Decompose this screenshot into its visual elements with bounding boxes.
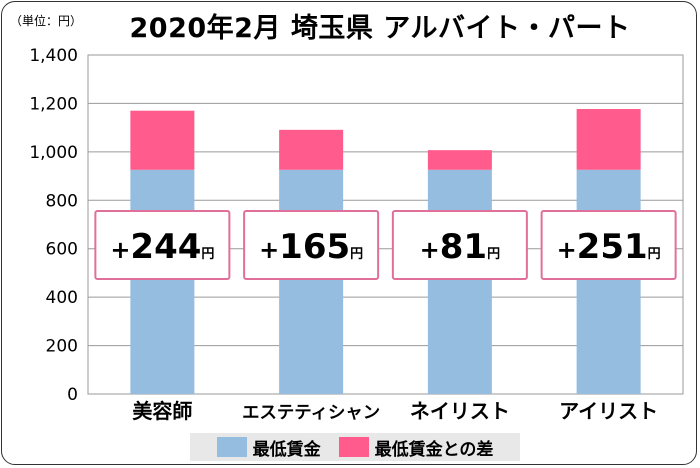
diff-label: +165円 (259, 227, 363, 267)
bar-min-wage (576, 169, 641, 394)
diff-label-unit: 円 (201, 247, 214, 262)
y-tick-label: 600 (46, 240, 78, 260)
diff-label-prefix: + (110, 236, 130, 264)
x-tick-label: アイリスト (559, 399, 658, 423)
diff-label: +244円 (110, 227, 214, 267)
x-tick-label: エステティシャン (242, 403, 380, 423)
legend-item-diff: 最低賃金との差 (338, 435, 494, 460)
diff-label-box (243, 210, 380, 280)
bar-min-wage (427, 169, 492, 394)
bar-diff (576, 108, 641, 170)
diff-label-unit: 円 (350, 247, 363, 262)
diff-label-value: 165 (279, 227, 350, 267)
diff-label-box (94, 210, 231, 280)
diff-label-unit: 円 (487, 247, 500, 262)
bar-diff (427, 150, 492, 170)
y-tick-label: 200 (46, 337, 78, 357)
legend-item-min-wage: 最低賃金 (216, 435, 321, 460)
y-tick-label: 1,000 (29, 143, 78, 163)
diff-label-prefix: + (259, 236, 279, 264)
diff-label: +251円 (557, 227, 661, 267)
chart-title: 2020年2月 埼玉県 アルバイト・パート (129, 13, 631, 44)
legend-swatch-min-wage (216, 437, 247, 457)
y-tick-label: 1,400 (29, 46, 78, 66)
legend-label-diff: 最低賃金との差 (374, 439, 494, 460)
diff-label-prefix: + (420, 236, 440, 264)
diff-label-value: 244 (130, 227, 201, 267)
bar-diff (279, 129, 344, 170)
diff-label-value: 81 (440, 227, 487, 267)
diff-label: +81円 (420, 227, 500, 267)
bar-diff (130, 110, 195, 170)
y-tick-label: 1,200 (29, 94, 78, 114)
y-tick-label: 0 (67, 385, 78, 405)
plot-area (87, 54, 684, 395)
x-tick-label: ネイリスト (410, 399, 510, 423)
y-tick-label: 800 (46, 191, 78, 211)
x-tick-label: 美容師 (132, 399, 192, 423)
diff-label-unit: 円 (648, 247, 661, 262)
diff-label-value: 251 (577, 227, 648, 267)
diff-label-box (540, 210, 677, 280)
y-tick-label: 400 (46, 288, 78, 308)
unit-label: （単位：円） (10, 14, 83, 28)
legend: 最低賃金 最低賃金との差 (190, 433, 520, 461)
diff-label-box (391, 210, 528, 280)
legend-swatch-diff (338, 437, 369, 457)
legend-label-min-wage: 最低賃金 (252, 439, 321, 460)
bar-min-wage (130, 169, 195, 394)
bar-min-wage (279, 169, 344, 394)
diff-label-prefix: + (557, 236, 577, 264)
